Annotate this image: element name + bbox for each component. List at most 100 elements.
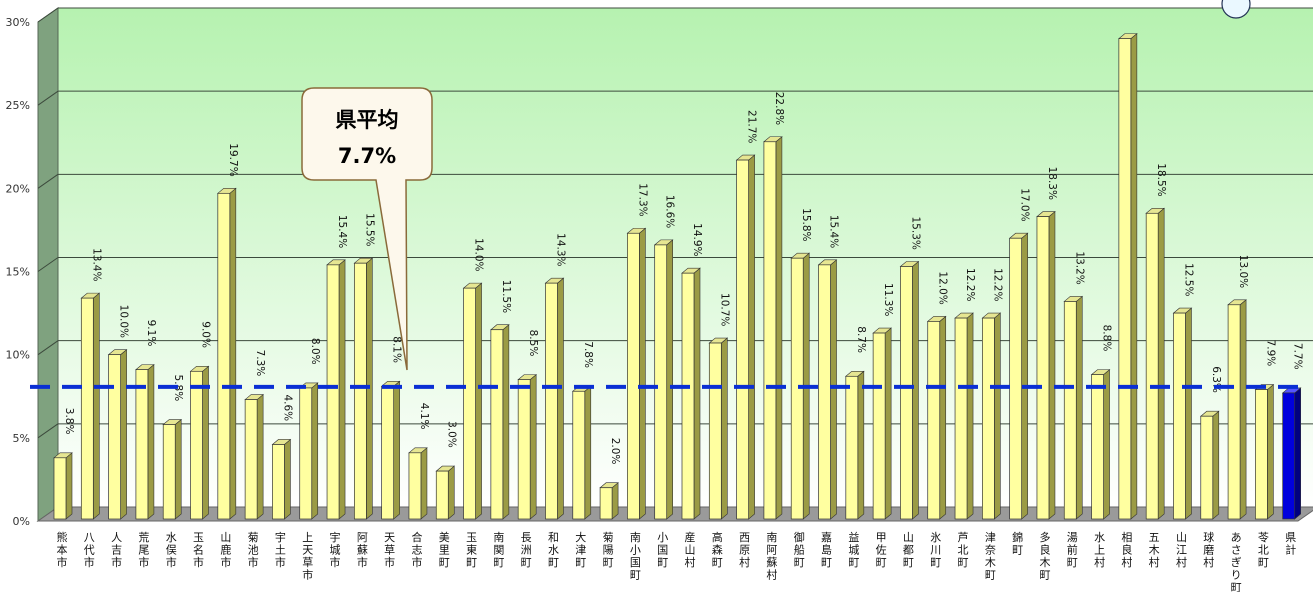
value-label: 9.1%: [145, 320, 157, 347]
y-tick-label: 30%: [6, 16, 30, 29]
bar-side: [1239, 299, 1247, 520]
category-label: 八代市: [84, 531, 95, 569]
gridline-diagonal: [37, 7, 59, 23]
y-tick-label: 25%: [6, 99, 30, 112]
bar-side: [256, 393, 264, 520]
value-label: 13.2%: [1073, 251, 1085, 284]
category-label: 上天草市: [302, 531, 313, 582]
average-callout: 県平均 7.7%: [301, 87, 433, 371]
bar-side: [447, 465, 455, 520]
value-label: 14.0%: [473, 238, 485, 271]
bar: [353, 262, 367, 520]
bar: [599, 487, 613, 520]
bar: [162, 424, 176, 520]
value-label: 13.0%: [1237, 255, 1249, 288]
bar: [900, 266, 913, 520]
value-label: 7.7%: [1292, 343, 1304, 370]
bar: [299, 387, 313, 520]
category-label: 玉東町: [466, 531, 477, 569]
bar-side: [557, 277, 564, 520]
category-label: 阿蘇市: [357, 531, 368, 569]
bar-side: [174, 418, 182, 520]
bar: [736, 159, 749, 520]
value-label: 17.0%: [1019, 188, 1031, 221]
value-label: 8.0%: [309, 338, 321, 365]
category-label: 小国町: [657, 531, 668, 569]
y-tick-label: 10%: [6, 349, 30, 362]
bar-side: [966, 312, 974, 520]
gridline-diagonal: [37, 257, 59, 272]
bar: [517, 379, 531, 520]
value-label: 18.5%: [1155, 163, 1167, 196]
value-label: 3.8%: [63, 408, 75, 435]
category-label: 芦北町: [958, 531, 969, 569]
bar-side: [721, 337, 728, 520]
bar-side: [639, 227, 646, 520]
callout-title: 県平均: [336, 108, 399, 132]
value-label: 13.4%: [90, 248, 102, 281]
category-label: 津奈木町: [985, 531, 996, 582]
category-label: 球磨村: [1203, 530, 1214, 569]
bar: [954, 317, 968, 520]
category-label: 御船町: [794, 530, 805, 569]
value-label: 15.4%: [336, 215, 348, 248]
bar-side: [994, 312, 1001, 520]
bar-side: [1157, 207, 1165, 520]
value-label: 7.8%: [582, 341, 594, 368]
bar-side: [202, 365, 209, 520]
bar: [190, 370, 203, 520]
bar: [435, 470, 449, 520]
bar: [108, 354, 121, 520]
corner-marker: [1221, 0, 1251, 19]
value-label: 11.5%: [500, 280, 512, 313]
gridline-diagonal: [37, 90, 59, 106]
bar: [572, 390, 586, 520]
x-axis: 熊本市 八代市 人吉市 荒尾市 水俣市 玉名市 山鹿市 菊池市 宇土市 上天草市 宇城市 阿蘇市 天草市…: [57, 530, 1297, 592]
category-label: 宇土市: [275, 531, 286, 569]
bar: [708, 342, 722, 520]
bar: [1036, 216, 1050, 520]
bar: [1200, 415, 1214, 520]
y-tick-label: 20%: [6, 182, 30, 195]
value-label: 8.8%: [1101, 325, 1113, 352]
bar: [763, 141, 777, 520]
value-label: 12.0%: [937, 271, 949, 304]
category-label: 嘉島町: [821, 530, 832, 569]
bar-side: [147, 363, 155, 520]
category-label: あさぎり町: [1231, 531, 1242, 592]
value-label: 18.3%: [1046, 167, 1058, 200]
value-label: 8.5%: [527, 330, 539, 357]
bar-side: [611, 482, 619, 520]
category-label: 湯前町: [1067, 531, 1078, 569]
value-label: 14.9%: [691, 223, 703, 256]
bar-side: [65, 452, 73, 520]
bar-side: [1048, 210, 1056, 520]
bar: [1255, 389, 1268, 520]
category-label: 南小国町: [630, 531, 641, 582]
bar: [490, 329, 504, 520]
bar-side: [1021, 232, 1028, 520]
category-label: 山江村: [1176, 531, 1187, 569]
category-label: 大津町: [575, 530, 586, 569]
bar: [217, 192, 231, 520]
y-tick-label: 15%: [6, 266, 30, 279]
value-label: 7.9%: [1264, 340, 1276, 367]
category-label: 宇城市: [330, 531, 341, 569]
bar-side: [229, 187, 237, 520]
category-label: 多良木町: [1039, 530, 1050, 582]
category-label: 熊本市: [57, 530, 68, 569]
bar: [1145, 212, 1159, 520]
value-label: 15.3%: [909, 217, 921, 250]
bar: [654, 244, 668, 520]
value-label: 8.7%: [855, 326, 867, 353]
value-label: 12.5%: [1182, 263, 1194, 296]
value-label: 2.0%: [609, 438, 621, 465]
bar: [545, 282, 558, 520]
bar: [1009, 237, 1023, 520]
category-label: 南阿蘇村: [766, 531, 777, 582]
category-label: 産山村: [685, 531, 696, 569]
bar-side: [1103, 368, 1110, 520]
category-label: 合志市: [411, 530, 422, 569]
category-label: 人吉市: [111, 531, 122, 569]
